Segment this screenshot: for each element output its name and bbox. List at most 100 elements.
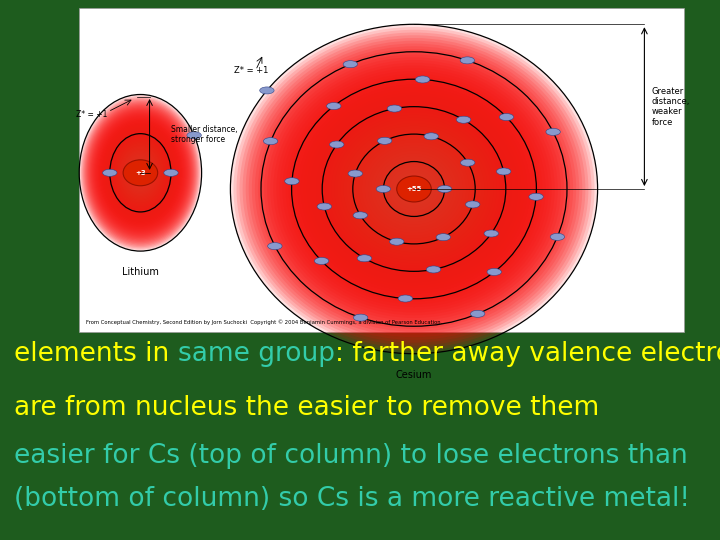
Ellipse shape xyxy=(101,122,180,224)
Ellipse shape xyxy=(376,186,390,192)
Text: Greater
distance,
weaker
force: Greater distance, weaker force xyxy=(652,86,690,127)
Ellipse shape xyxy=(424,133,438,140)
Ellipse shape xyxy=(104,127,176,219)
Ellipse shape xyxy=(408,184,420,194)
Ellipse shape xyxy=(255,46,573,332)
Text: (bottom of column) so Cs is a more reactive metal!: (bottom of column) so Cs is a more react… xyxy=(14,487,690,512)
Ellipse shape xyxy=(365,145,463,233)
Ellipse shape xyxy=(91,110,189,235)
Ellipse shape xyxy=(121,148,160,198)
Ellipse shape xyxy=(111,135,170,211)
Ellipse shape xyxy=(87,105,194,241)
Ellipse shape xyxy=(96,117,184,229)
Ellipse shape xyxy=(415,76,430,83)
Ellipse shape xyxy=(353,134,475,244)
Ellipse shape xyxy=(240,32,588,346)
Ellipse shape xyxy=(112,136,169,210)
Ellipse shape xyxy=(343,60,358,68)
Ellipse shape xyxy=(230,24,598,354)
Ellipse shape xyxy=(128,157,153,188)
Ellipse shape xyxy=(267,57,561,321)
Ellipse shape xyxy=(103,125,178,221)
Ellipse shape xyxy=(550,233,564,240)
Ellipse shape xyxy=(294,82,534,296)
Ellipse shape xyxy=(399,176,429,202)
Ellipse shape xyxy=(325,110,503,268)
Ellipse shape xyxy=(398,295,413,302)
Ellipse shape xyxy=(81,97,199,248)
Ellipse shape xyxy=(343,126,485,252)
Ellipse shape xyxy=(438,186,452,192)
Ellipse shape xyxy=(125,153,156,192)
Ellipse shape xyxy=(322,106,505,271)
Ellipse shape xyxy=(233,27,595,351)
Ellipse shape xyxy=(383,161,444,217)
Ellipse shape xyxy=(289,77,539,301)
Ellipse shape xyxy=(236,30,591,348)
Ellipse shape xyxy=(466,201,480,208)
Ellipse shape xyxy=(104,126,177,220)
Ellipse shape xyxy=(126,154,155,191)
Ellipse shape xyxy=(99,119,182,226)
Ellipse shape xyxy=(132,163,148,183)
Text: Z* = +1: Z* = +1 xyxy=(76,110,107,119)
Ellipse shape xyxy=(85,102,196,243)
Ellipse shape xyxy=(392,170,436,208)
Ellipse shape xyxy=(84,101,197,245)
Ellipse shape xyxy=(316,101,512,277)
Text: Cesium: Cesium xyxy=(396,370,432,380)
Ellipse shape xyxy=(377,137,392,144)
Ellipse shape xyxy=(264,55,564,323)
Ellipse shape xyxy=(110,133,171,212)
Ellipse shape xyxy=(248,40,579,337)
Ellipse shape xyxy=(390,167,438,211)
Ellipse shape xyxy=(129,158,152,187)
Ellipse shape xyxy=(135,166,145,179)
Ellipse shape xyxy=(99,120,181,225)
Ellipse shape xyxy=(357,255,372,262)
Text: elements in: elements in xyxy=(14,341,178,367)
Ellipse shape xyxy=(273,63,554,315)
Ellipse shape xyxy=(395,172,432,206)
Ellipse shape xyxy=(426,266,441,273)
Ellipse shape xyxy=(346,129,481,249)
Ellipse shape xyxy=(354,314,368,321)
Ellipse shape xyxy=(94,114,186,232)
Ellipse shape xyxy=(387,164,441,214)
Ellipse shape xyxy=(92,111,189,234)
Ellipse shape xyxy=(120,147,161,199)
Ellipse shape xyxy=(279,68,549,310)
Ellipse shape xyxy=(310,96,518,282)
Text: : farther away valence electrons: : farther away valence electrons xyxy=(335,341,720,367)
Ellipse shape xyxy=(374,153,454,225)
Ellipse shape xyxy=(94,113,187,233)
Ellipse shape xyxy=(456,116,471,123)
Ellipse shape xyxy=(313,98,515,280)
Ellipse shape xyxy=(89,107,192,238)
Text: are from nucleus the easier to remove them: are from nucleus the easier to remove th… xyxy=(14,395,600,421)
Ellipse shape xyxy=(116,141,165,204)
Ellipse shape xyxy=(380,159,448,219)
Ellipse shape xyxy=(328,112,500,266)
Ellipse shape xyxy=(330,141,344,148)
Ellipse shape xyxy=(371,151,456,227)
Ellipse shape xyxy=(138,170,143,176)
Ellipse shape xyxy=(307,93,521,285)
Ellipse shape xyxy=(470,310,485,318)
Ellipse shape xyxy=(268,242,282,249)
Ellipse shape xyxy=(117,143,164,203)
Ellipse shape xyxy=(460,57,474,64)
Ellipse shape xyxy=(136,167,145,178)
Ellipse shape xyxy=(499,113,513,120)
Ellipse shape xyxy=(119,145,162,200)
Ellipse shape xyxy=(138,169,143,177)
Ellipse shape xyxy=(246,38,582,340)
Ellipse shape xyxy=(98,118,183,227)
Ellipse shape xyxy=(252,44,576,334)
Ellipse shape xyxy=(353,212,367,219)
Ellipse shape xyxy=(461,159,475,166)
Ellipse shape xyxy=(122,149,159,196)
Text: Z* = +1: Z* = +1 xyxy=(234,66,269,75)
Circle shape xyxy=(397,176,431,202)
Ellipse shape xyxy=(84,100,197,246)
